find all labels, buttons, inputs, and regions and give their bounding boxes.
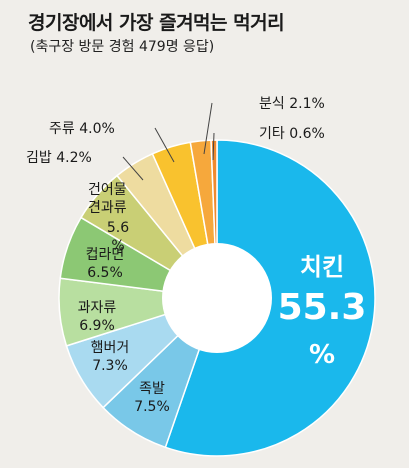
- slice-label-김밥: 김밥 4.2%: [26, 150, 92, 166]
- slice-label-2-건어물-견과류: 견과류: [88, 200, 127, 216]
- slice-label-치킨: 치킨: [300, 253, 344, 281]
- slice-value-치킨: 55.3: [278, 287, 367, 328]
- slice-label-주류: 주류 4.0%: [49, 121, 115, 137]
- chart-subtitle: (축구장 방문 경험 479명 응답): [30, 39, 215, 55]
- slice-unit-치킨: %: [309, 340, 335, 370]
- slice-label-분식: 분식 2.1%: [259, 96, 325, 112]
- chart-title: 경기장에서 가장 즐겨먹는 먹거리: [28, 12, 285, 34]
- leader-lines: [122, 102, 215, 181]
- slice-label-컵라면: 컵라면 6.5%: [86, 247, 125, 281]
- leader-line-김밥: [122, 156, 144, 181]
- slice-unit-건어물-견과류: %: [111, 238, 124, 254]
- slice-value-건어물-견과류: 5.6: [107, 220, 129, 236]
- slice-label-햄버거: 햄버거 7.3%: [91, 340, 130, 374]
- slice-label-1-건어물-견과류: 건어물: [88, 182, 127, 198]
- slice-label-족발: 족발 7.5%: [134, 381, 170, 415]
- leader-line-기타: [212, 132, 215, 161]
- leader-line-주류: [154, 127, 175, 163]
- slice-label-과자류: 과자류 6.9%: [78, 300, 117, 334]
- donut-hole: [162, 243, 272, 353]
- slice-labels: 치킨 55.3% 족발 7.5%햄버거 7.3% 과자류 6.9% 컵라면 6.5% 건어물견과류…: [26, 96, 366, 415]
- slice-label-기타: 기타 0.6%: [259, 126, 325, 142]
- leader-line-분식: [203, 102, 213, 155]
